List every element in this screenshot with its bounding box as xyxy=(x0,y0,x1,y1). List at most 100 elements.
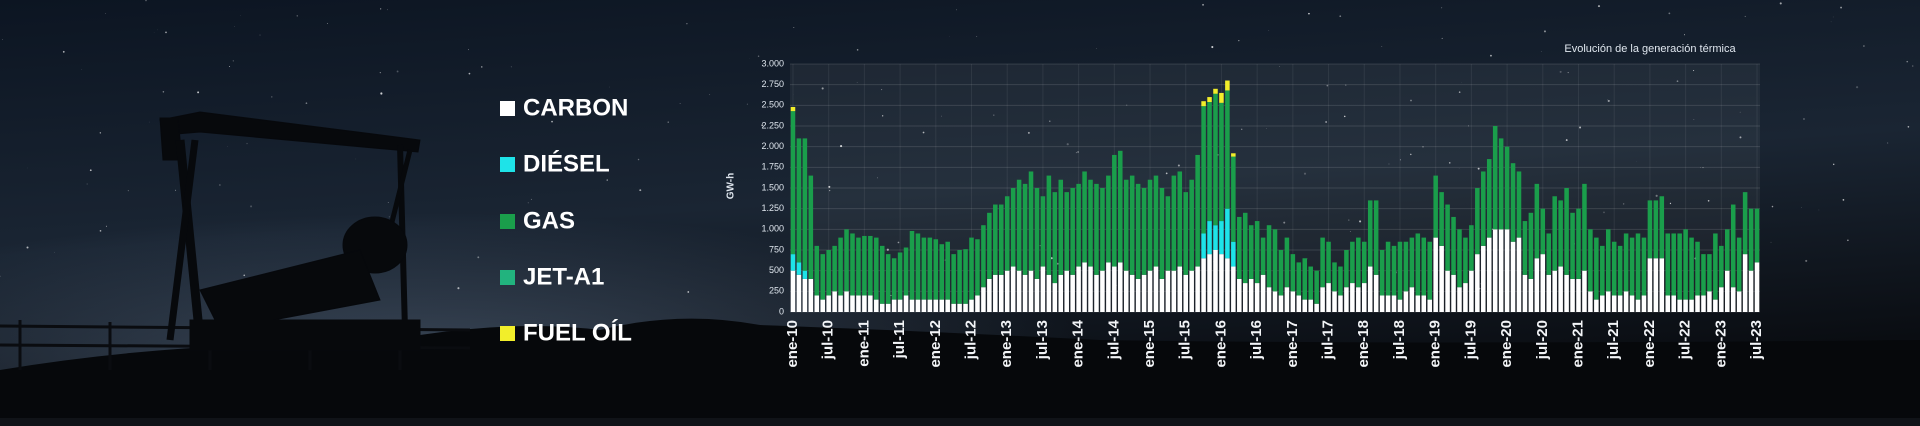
bar-segment xyxy=(1415,295,1421,312)
bar-segment xyxy=(1302,299,1308,312)
bar-segment xyxy=(796,262,802,275)
bar-segment xyxy=(1570,212,1575,279)
bar-segment xyxy=(1528,278,1534,312)
bar-segment xyxy=(808,175,814,279)
bar-segment xyxy=(1225,90,1230,209)
y-tick-label: 250 xyxy=(769,286,784,296)
bar-segment xyxy=(1118,150,1123,263)
star xyxy=(234,26,235,28)
x-tick-label: jul-12 xyxy=(962,320,979,360)
bar-segment xyxy=(939,244,945,300)
bar-segment xyxy=(1171,270,1177,312)
bar-segment xyxy=(1582,183,1587,271)
star xyxy=(148,121,150,123)
star xyxy=(1744,15,1746,17)
bar-segment xyxy=(1605,229,1611,292)
bar-segment xyxy=(850,295,855,312)
bar-segment xyxy=(1510,241,1516,312)
legend-label: FUEL OÍL xyxy=(523,318,632,346)
bar-segment xyxy=(844,229,849,292)
star xyxy=(1702,167,1704,169)
bar-segment xyxy=(1439,245,1444,312)
bar-segment xyxy=(1629,295,1635,312)
x-tick-label: jul-13 xyxy=(1034,320,1051,360)
star xyxy=(828,185,831,188)
bar-segment xyxy=(987,278,992,312)
bar-segment xyxy=(1617,245,1623,296)
star xyxy=(1676,80,1679,82)
bar-segment xyxy=(1736,237,1742,292)
bar-segment xyxy=(1635,299,1641,312)
star xyxy=(1399,159,1401,161)
bar-segment xyxy=(1534,183,1540,259)
bar-segment xyxy=(1540,254,1546,312)
chart-title: Evolución de la generación térmica xyxy=(1564,43,1736,55)
star xyxy=(1906,60,1909,63)
star xyxy=(1075,152,1077,154)
bar-segment xyxy=(1546,233,1552,275)
star xyxy=(993,114,995,116)
star xyxy=(1607,99,1608,101)
bar-segment xyxy=(1141,188,1147,275)
bar-segment xyxy=(1106,175,1111,263)
bar-segment xyxy=(1641,237,1647,296)
bar-segment xyxy=(927,299,933,312)
bar-segment xyxy=(951,303,956,312)
bar-segment xyxy=(897,299,903,312)
bar-segment xyxy=(1231,153,1236,157)
star xyxy=(1771,205,1774,208)
bar-segment xyxy=(1379,295,1385,312)
bar-segment xyxy=(1528,212,1534,279)
bar-segment xyxy=(1076,183,1081,267)
bar-segment xyxy=(1070,274,1075,312)
bar-segment xyxy=(1647,258,1653,312)
bar-segment xyxy=(915,233,921,300)
bar-segment xyxy=(975,295,980,312)
y-tick-label: 1.750 xyxy=(761,162,784,172)
bar-segment xyxy=(796,274,802,312)
star xyxy=(1477,167,1480,170)
bar-segment xyxy=(1397,241,1403,300)
bar-segment xyxy=(1665,295,1671,312)
star xyxy=(145,0,147,2)
bar-segment xyxy=(1594,237,1599,300)
x-tick-label: ene-17 xyxy=(1284,320,1301,368)
x-tick-label: ene-21 xyxy=(1569,320,1586,368)
bar-segment xyxy=(1070,188,1075,275)
bar-segment xyxy=(1558,200,1563,267)
x-tick-label: jul-20 xyxy=(1534,320,1551,360)
star xyxy=(1622,203,1625,205)
bar-segment xyxy=(939,299,945,312)
star xyxy=(457,287,460,290)
bar-segment xyxy=(879,245,885,304)
bar-segment xyxy=(1225,208,1230,259)
bar-segment xyxy=(969,237,974,300)
bar-segment xyxy=(1385,241,1391,296)
star xyxy=(881,115,884,117)
bar-segment xyxy=(981,225,986,288)
star xyxy=(296,15,298,17)
bar-segment xyxy=(1260,237,1266,275)
star xyxy=(1693,119,1695,120)
bar-segment xyxy=(820,254,825,300)
bar-segment xyxy=(1242,283,1248,312)
bar-segment xyxy=(1695,241,1700,296)
bar-segment xyxy=(1647,200,1653,259)
bar-segment xyxy=(1159,188,1165,279)
star xyxy=(1655,194,1658,197)
bar-segment xyxy=(1242,212,1248,284)
bar-segment xyxy=(862,295,867,312)
star xyxy=(162,91,165,93)
star xyxy=(1840,6,1842,9)
star xyxy=(821,87,824,90)
bar-segment xyxy=(1266,225,1272,288)
star xyxy=(1700,167,1701,169)
y-tick-label: 1.250 xyxy=(761,203,784,213)
bar-segment xyxy=(1356,287,1361,312)
bar-segment xyxy=(1546,274,1552,312)
bar-segment xyxy=(1326,283,1331,312)
star xyxy=(551,120,553,123)
star xyxy=(976,36,978,38)
star xyxy=(481,66,483,68)
bar-segment xyxy=(1504,229,1510,312)
